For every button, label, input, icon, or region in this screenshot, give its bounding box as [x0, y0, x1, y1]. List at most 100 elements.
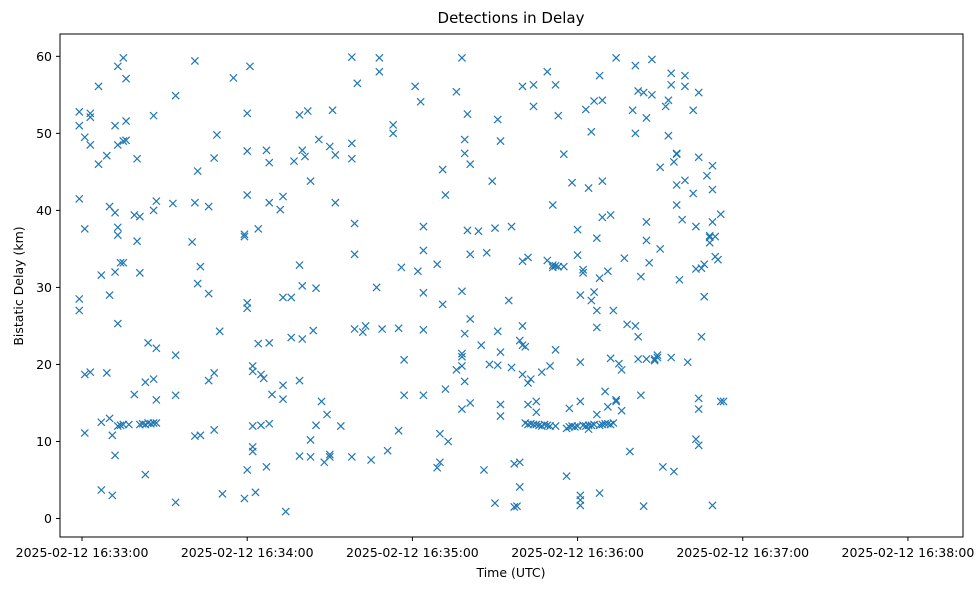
data-point — [240, 494, 249, 503]
data-point — [122, 136, 131, 145]
data-point — [251, 488, 260, 497]
data-point — [350, 250, 359, 259]
data-point — [108, 491, 117, 500]
data-point — [113, 319, 122, 328]
data-point — [460, 329, 469, 338]
data-point — [116, 258, 125, 267]
plot-frame — [59, 33, 964, 538]
data-point — [113, 223, 122, 232]
data-point — [438, 300, 447, 309]
data-point — [86, 113, 95, 122]
data-point — [680, 71, 689, 80]
data-point — [642, 113, 651, 122]
data-point — [697, 332, 706, 341]
y-tick-label: 10 — [36, 434, 52, 449]
data-point — [135, 268, 144, 277]
data-point — [612, 395, 621, 404]
data-point — [562, 472, 571, 481]
data-point — [460, 377, 469, 386]
data-point — [397, 263, 406, 272]
data-point — [576, 397, 585, 406]
data-point — [579, 268, 588, 277]
data-point — [152, 418, 161, 428]
data-point — [496, 412, 505, 421]
data-point — [413, 267, 422, 276]
data-point — [680, 82, 689, 91]
data-point — [512, 502, 522, 511]
y-axis-label: Bistatic Delay (km) — [11, 226, 26, 345]
data-point — [130, 390, 139, 399]
data-point — [168, 199, 177, 208]
data-point — [350, 219, 359, 228]
data-point — [289, 157, 299, 166]
data-point — [647, 55, 656, 64]
data-point — [518, 257, 527, 266]
data-point — [554, 111, 563, 120]
data-point — [518, 321, 527, 330]
data-point — [383, 446, 392, 455]
data-point — [193, 167, 202, 176]
data-point — [656, 163, 665, 172]
data-point — [102, 151, 111, 160]
data-point — [193, 279, 202, 288]
data-point — [135, 212, 144, 221]
data-point — [80, 428, 89, 438]
data-point — [116, 421, 125, 430]
data-point — [559, 262, 568, 271]
data-point — [581, 105, 590, 114]
data-point — [598, 213, 607, 222]
data-point — [113, 62, 122, 71]
data-point — [689, 189, 698, 198]
data-point — [576, 358, 585, 367]
data-point — [394, 324, 403, 333]
data-point — [683, 358, 692, 367]
data-point — [496, 137, 505, 146]
data-point — [196, 262, 205, 271]
data-point — [287, 293, 296, 302]
data-point — [86, 109, 95, 118]
data-point — [433, 260, 442, 269]
data-point — [248, 367, 257, 376]
y-tick-label: 40 — [36, 203, 52, 218]
data-point — [576, 291, 585, 300]
data-point — [389, 120, 398, 129]
data-point — [278, 381, 288, 390]
x-axis-label: Time (UTC) — [475, 565, 545, 580]
data-point — [312, 421, 321, 430]
data-point — [317, 397, 326, 406]
data-point — [529, 80, 538, 89]
data-point — [708, 501, 717, 510]
data-point — [457, 361, 466, 371]
data-point — [411, 82, 420, 91]
x-tick-label: 2025-02-12 16:36:00 — [511, 545, 644, 560]
data-point — [295, 110, 304, 119]
data-point — [256, 421, 265, 430]
data-point — [265, 338, 274, 347]
data-point — [243, 147, 252, 156]
x-tick-label: 2025-02-12 16:38:00 — [842, 545, 975, 560]
data-point — [75, 194, 84, 203]
data-point — [331, 198, 340, 207]
data-point — [256, 370, 265, 379]
data-point — [595, 489, 604, 498]
data-point — [691, 435, 700, 444]
data-point — [435, 429, 444, 438]
data-point — [130, 210, 139, 220]
y-tick-label: 30 — [36, 280, 52, 295]
data-point — [606, 210, 615, 220]
data-point — [323, 410, 332, 419]
y-tick-label: 60 — [36, 49, 52, 64]
data-point — [667, 69, 676, 78]
y-axis: 0 10 20 30 40 50 60 — [36, 49, 60, 526]
data-point — [653, 353, 662, 362]
data-point — [353, 79, 362, 88]
data-point — [347, 53, 356, 62]
data-point — [245, 62, 254, 71]
data-point — [711, 232, 720, 241]
data-point — [716, 210, 725, 219]
data-point — [647, 90, 656, 99]
data-point — [485, 360, 494, 369]
data-point — [587, 127, 596, 136]
data-point — [507, 363, 516, 372]
data-point — [672, 200, 681, 210]
